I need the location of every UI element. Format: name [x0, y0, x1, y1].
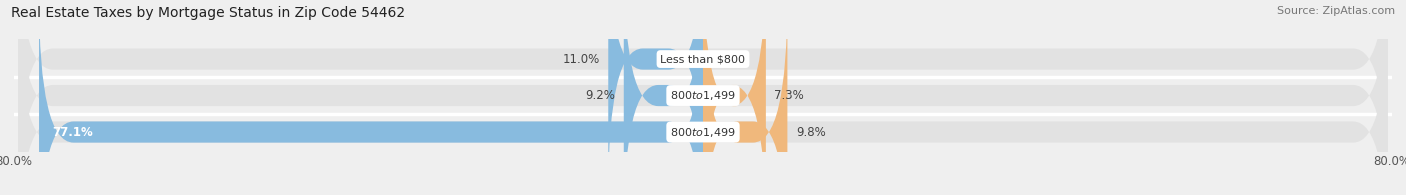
FancyBboxPatch shape	[18, 0, 1388, 195]
Text: Real Estate Taxes by Mortgage Status in Zip Code 54462: Real Estate Taxes by Mortgage Status in …	[11, 6, 405, 20]
FancyBboxPatch shape	[39, 0, 703, 195]
Text: Less than $800: Less than $800	[661, 54, 745, 64]
Text: 7.3%: 7.3%	[775, 89, 804, 102]
FancyBboxPatch shape	[624, 0, 703, 195]
FancyBboxPatch shape	[703, 0, 766, 195]
Text: 9.8%: 9.8%	[796, 126, 825, 138]
Text: Source: ZipAtlas.com: Source: ZipAtlas.com	[1277, 6, 1395, 16]
Text: $800 to $1,499: $800 to $1,499	[671, 89, 735, 102]
Text: 0.0%: 0.0%	[711, 53, 741, 66]
Text: 9.2%: 9.2%	[585, 89, 616, 102]
FancyBboxPatch shape	[609, 0, 703, 194]
Text: $800 to $1,499: $800 to $1,499	[671, 126, 735, 138]
Text: 11.0%: 11.0%	[562, 53, 599, 66]
FancyBboxPatch shape	[18, 0, 1388, 194]
FancyBboxPatch shape	[18, 0, 1388, 195]
Text: 77.1%: 77.1%	[52, 126, 93, 138]
FancyBboxPatch shape	[703, 0, 787, 195]
